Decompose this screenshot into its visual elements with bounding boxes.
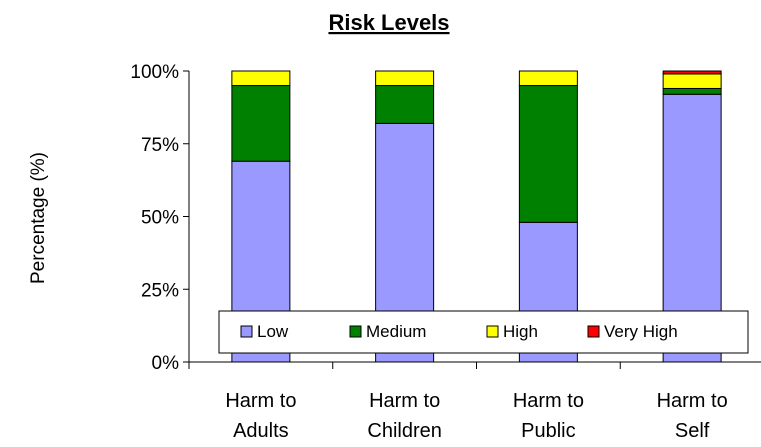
legend-label-high: High [503,322,538,341]
axes-layer: 0% 25% 50% 75% 100% Harm to Adults Harm to Child… [130,62,761,442]
x-category-label: Harm to [225,390,296,412]
bar-medium-1 [231,85,291,162]
legend-label-medium: Medium [366,322,426,341]
x-category-label: Adults [233,420,289,442]
x-category-label: Harm to [657,390,728,412]
bar-high-1 [231,70,291,87]
bar-medium-2 [375,85,435,124]
bar-high-2 [375,70,435,87]
y-tick-label: 0% [152,353,180,374]
y-axis-label: Percentage (%) [28,152,49,284]
legend-swatch-low [240,325,253,338]
legend-label-very-high: Very High [604,322,678,341]
chart-title: Risk Levels [328,10,449,35]
bar-high-4 [662,73,722,89]
legend-box [218,310,749,354]
y-tick-label: 100% [130,62,179,83]
bar-medium-3 [518,85,578,223]
x-category-label: Public [521,420,575,442]
y-tick-label: 75% [141,135,179,156]
legend: Low Medium High Very High [218,310,749,354]
bar-high-3 [518,70,578,87]
x-category-label: Harm to [369,390,440,412]
y-tick-label: 25% [141,280,179,301]
bar-medium-4 [662,87,722,95]
x-category-label: Self [675,420,710,442]
x-category-label: Harm to [513,390,584,412]
x-category-label: Children [367,420,441,442]
legend-swatch-very-high [587,325,600,338]
legend-swatch-medium [349,325,362,338]
legend-swatch-high [486,325,499,338]
bar-very-high-4 [662,70,722,75]
legend-label-low: Low [257,322,289,341]
y-tick-label: 50% [141,208,179,229]
